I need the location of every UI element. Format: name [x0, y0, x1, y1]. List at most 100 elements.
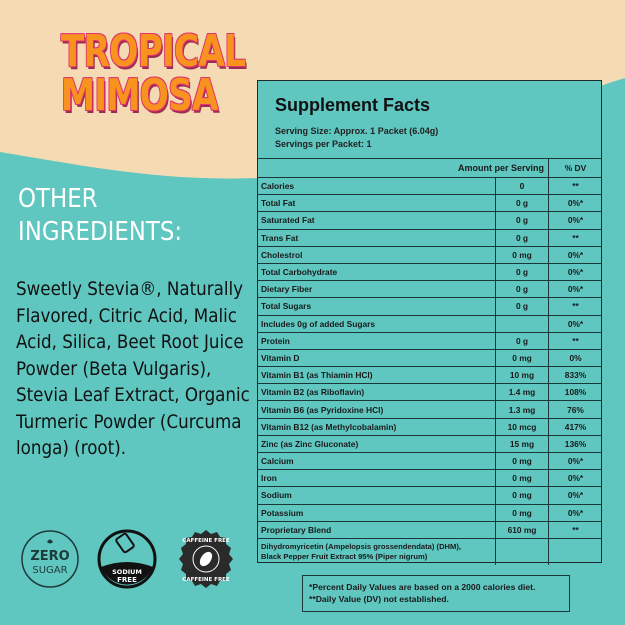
table-row: Zinc (as Zinc Gluconate) 15 mg 136%	[257, 434, 602, 453]
nutrient-dv: 108%	[548, 383, 602, 401]
footnote-2: **Daily Value (DV) not established.	[309, 594, 449, 604]
table-header: Amount per Serving % DV	[257, 158, 602, 178]
table-row: Saturated Fat 0 g 0%*	[257, 211, 602, 230]
nutrient-name: Iron	[257, 469, 496, 487]
facts-table: Amount per Serving % DV Calories 0 ** Total…	[257, 158, 602, 565]
table-row: Iron 0 mg 0%*	[257, 469, 602, 487]
nutrient-amount: 0 mg	[495, 348, 549, 367]
table-row: Potassium 0 mg 0%*	[257, 503, 602, 522]
nutrient-name: Trans Fat	[257, 228, 496, 247]
nutrient-dv: 0%*	[548, 503, 602, 522]
zero-sugar-badge: ZERO SUGAR	[21, 530, 79, 588]
table-row: Cholestrol 0 mg 0%*	[257, 245, 602, 264]
servings-per-packet: Servings per Packet: 1	[275, 139, 372, 149]
nutrient-amount: 0 mg	[495, 245, 549, 264]
blend-ingredients-row: Dihydromyricetin (Ampelopsis grossendend…	[257, 537, 602, 565]
footnote-1: *Percent Daily Values are based on a 200…	[309, 582, 536, 592]
blend-ingredients: Dihydromyricetin (Ampelopsis grossendend…	[257, 537, 496, 565]
nutrient-name: Includes 0g of added Sugars	[257, 314, 496, 333]
nutrient-dv: **	[548, 176, 602, 195]
free-text: FREE	[117, 576, 137, 584]
table-row: Calories 0 **	[257, 176, 602, 195]
nutrient-dv: 0%*	[548, 469, 602, 487]
nutrient-dv: 833%	[548, 366, 602, 384]
sodium-free-badge: SODIUM FREE	[97, 529, 157, 589]
other-ingredients-text: Sweetly Stevia®, Naturally Flavored, Cit…	[16, 278, 250, 459]
nutrient-dv: **	[548, 297, 602, 315]
nutrient-amount: 0 g	[495, 262, 549, 281]
title-line-1: TROPICAL	[60, 26, 246, 77]
table-row: Trans Fat 0 g **	[257, 228, 602, 247]
nutrient-amount: 0 mg	[495, 486, 549, 505]
nutrient-name: Vitamin B2 (as Riboflavin)	[257, 383, 496, 401]
table-row: Vitamin B1 (as Thiamin HCl) 10 mg 833%	[257, 366, 602, 384]
blend-line-2: Black Pepper Fruit Extract 95% (Piper ni…	[261, 551, 428, 561]
nutrient-name: Proprietary Blend	[257, 520, 496, 539]
nutrient-name: Protein	[257, 331, 496, 350]
nutrient-dv: 136%	[548, 434, 602, 453]
header-amount: Amount per Serving	[257, 158, 549, 178]
coffee-bean-icon	[199, 551, 213, 567]
nutrient-dv: 417%	[548, 417, 602, 436]
nutrient-name: Total Fat	[257, 194, 496, 212]
serving-size: Serving Size: Approx. 1 Packet (6.04g)	[275, 126, 439, 136]
table-row: Dietary Fiber 0 g 0%*	[257, 280, 602, 298]
caffeine-free-badge: CAFFEINE FREE CAFFEINE FREE	[179, 530, 233, 588]
nutrient-amount: 10 mcg	[495, 417, 549, 436]
nutrient-amount: 0 mg	[495, 469, 549, 487]
nutrient-amount: 0	[495, 176, 549, 195]
nutrient-amount: 610 mg	[495, 520, 549, 539]
sodium-text: SODIUM	[112, 568, 142, 576]
nutrient-amount: 0 g	[495, 194, 549, 212]
blend-dv-empty	[548, 537, 602, 565]
nutrient-name: Vitamin B6 (as Pyridoxine HCl)	[257, 400, 496, 419]
nutrient-amount: 0 g	[495, 331, 549, 350]
caffeine-free-text-bottom: CAFFEINE FREE	[182, 577, 230, 583]
nutrient-amount: 0 g	[495, 297, 549, 315]
nutrient-dv: 0%	[548, 348, 602, 367]
table-row: Vitamin B12 (as Methylcobalamin) 10 mcg 41…	[257, 417, 602, 436]
table-row: Total Sugars 0 g **	[257, 297, 602, 315]
caffeine-free-text-top: CAFFEINE FREE	[182, 538, 230, 544]
nutrient-amount: 0 g	[495, 211, 549, 230]
nutrient-amount: 1.4 mg	[495, 383, 549, 401]
header-dv: % DV	[548, 158, 602, 178]
nutrient-name: Total Carbohydrate	[257, 262, 496, 281]
zero-text: ZERO	[30, 549, 69, 564]
nutrient-dv: **	[548, 228, 602, 247]
nutrient-amount: 0 g	[495, 280, 549, 298]
table-row: Proprietary Blend 610 mg **	[257, 520, 602, 539]
table-row: Sodium 0 mg 0%*	[257, 486, 602, 505]
nutrient-name: Saturated Fat	[257, 211, 496, 230]
nutrient-name: Potassium	[257, 503, 496, 522]
nutrient-dv: 0%*	[548, 194, 602, 212]
table-row: Includes 0g of added Sugars 0%*	[257, 314, 602, 333]
nutrient-amount: 0 mg	[495, 503, 549, 522]
product-title: TROPICAL MIMOSA	[60, 26, 246, 118]
supplement-facts-title: Supplement Facts	[275, 95, 431, 115]
table-row: Protein 0 g **	[257, 331, 602, 350]
heading-line-1: OTHER	[18, 184, 98, 214]
nutrient-dv: 0%*	[548, 262, 602, 281]
nutrient-dv: 0%*	[548, 280, 602, 298]
nutrient-name: Zinc (as Zinc Gluconate)	[257, 434, 496, 453]
nutrient-dv: **	[548, 331, 602, 350]
nutrient-amount: 1.3 mg	[495, 400, 549, 419]
nutrient-dv: 0%*	[548, 245, 602, 264]
other-ingredients-heading: OTHER INGREDIENTS:	[18, 183, 182, 249]
nutrient-name: Vitamin B12 (as Methylcobalamin)	[257, 417, 496, 436]
nutrient-name: Calcium	[257, 451, 496, 470]
nutrient-amount: 0 g	[495, 228, 549, 247]
nutrient-name: Calories	[257, 176, 496, 195]
nutrient-dv: 0%*	[548, 211, 602, 230]
heading-line-2: INGREDIENTS:	[18, 217, 183, 247]
nutrient-name: Sodium	[257, 486, 496, 505]
nutrient-name: Total Sugars	[257, 297, 496, 315]
nutrient-amount	[495, 314, 549, 333]
nutrient-dv: 76%	[548, 400, 602, 419]
nutrient-amount: 10 mg	[495, 366, 549, 384]
nutrient-amount: 15 mg	[495, 434, 549, 453]
nutrient-dv: **	[548, 520, 602, 539]
footnote-box: *Percent Daily Values are based on a 200…	[302, 575, 570, 612]
nutrient-name: Vitamin D	[257, 348, 496, 367]
